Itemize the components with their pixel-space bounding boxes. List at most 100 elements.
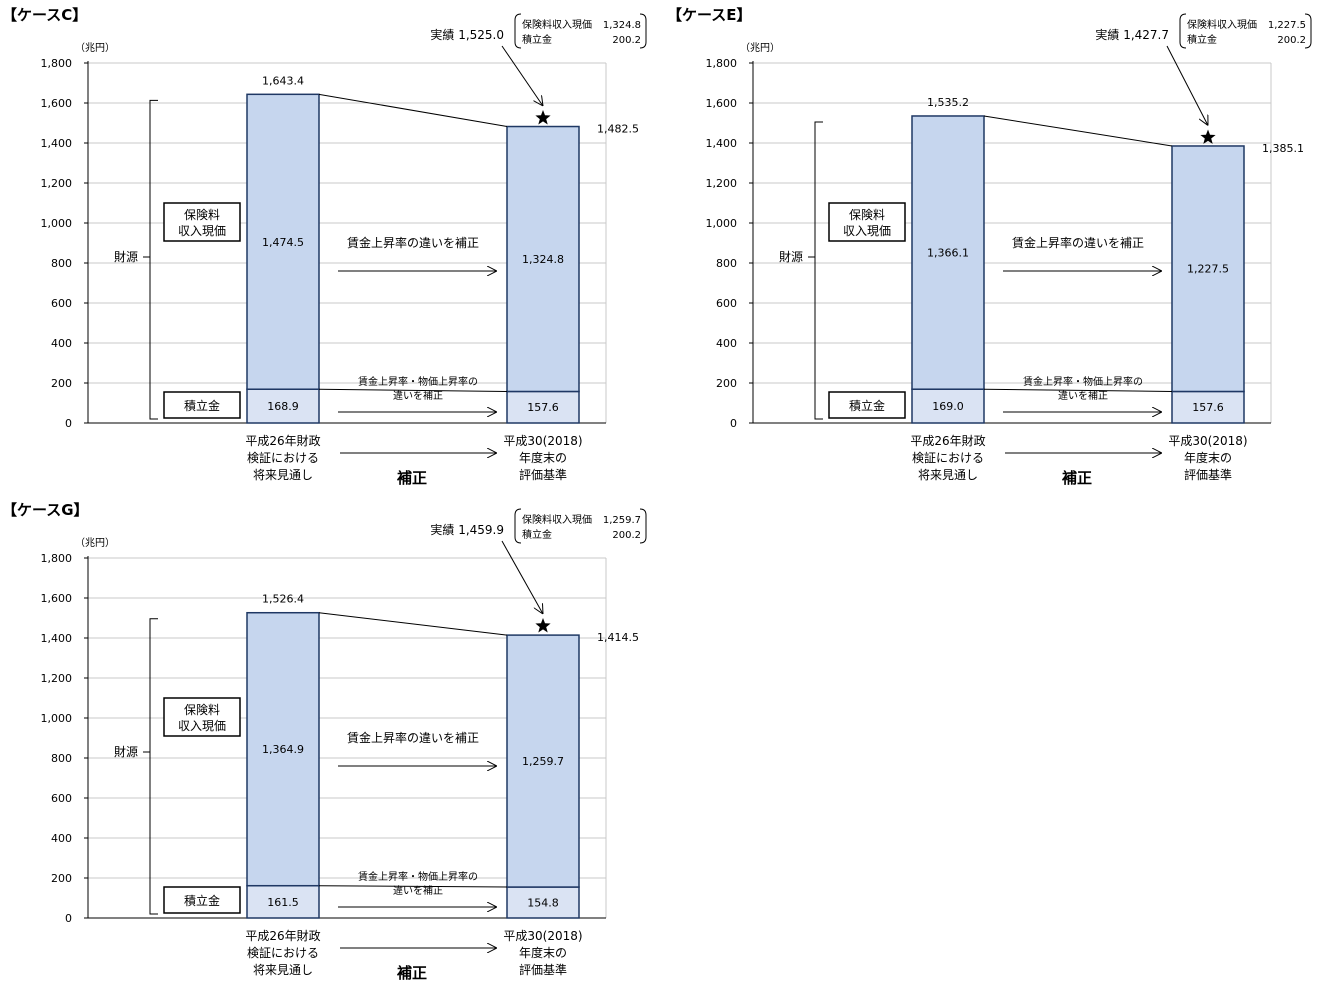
bar-reserve [246,388,320,424]
premium-box-line2: 収入現価 [178,719,226,733]
premium-box-line1: 保険料 [184,703,220,717]
connector-reserve [318,885,508,888]
data-label-premium: 1,259.7 [522,755,564,768]
breakdown-bracket-left [514,13,522,49]
actual-arrow [501,45,543,106]
breakdown-reserve-name: 積立金 [522,528,552,541]
y-tick-label: 1,400 [706,137,738,150]
y-tick-label: 400 [716,337,737,350]
breakdown-bracket-right [639,13,647,49]
y-tick-label: 1,400 [41,632,73,645]
data-label-premium: 1,474.5 [262,236,304,249]
wage-correction-note: 賃金上昇率の違いを補正 [1012,235,1144,250]
reserve-box [163,886,241,914]
y-tick-label: 0 [730,417,737,430]
y-tick-label: 1,600 [41,97,73,110]
data-label-premium: 1,366.1 [927,247,969,260]
y-tick-label: 800 [51,257,72,270]
chart-title: 【ケースC】 [2,6,87,24]
reserve-box [828,391,906,419]
connector-total [318,93,508,127]
premium-box-line2: 収入現価 [843,224,891,238]
data-label-reserve: 168.9 [267,400,299,413]
bar-reserve [911,388,985,424]
breakdown-bracket-right [639,508,647,544]
connector-reserve [318,388,508,392]
connector-total [318,612,508,636]
wage-correction-note: 賃金上昇率の違いを補正 [347,730,479,745]
total-label-1: 1,526.4 [262,593,304,606]
x-category-label: 検証における [912,451,984,465]
price-correction-note-line2: 違いを補正 [1058,389,1108,402]
source-brace [149,99,158,420]
premium-box-line2: 収入現価 [178,224,226,238]
breakdown-bracket-left [1179,13,1187,49]
breakdown-reserve-value: 200.2 [612,35,641,46]
actual-label: 実績 1,525.0 [430,27,504,42]
bar-premium [246,93,320,390]
unit-label: （兆円） [75,537,115,549]
y-tick-label: 1,800 [41,552,73,565]
premium-box-line1: 保険料 [849,208,885,222]
chart-title: 【ケースE】 [667,6,752,24]
chart-case-g: 【ケースG】 （兆円） 0 200 400 600 800 1,000 1,200 1,400 1,… [2,501,647,982]
x-category-label: 年度末の [519,450,567,465]
y-tick-label: 1,800 [41,57,73,70]
data-label-premium: 1,324.8 [522,253,564,266]
x-category-label: 平成30(2018) [503,929,582,943]
y-tick-label: 1,000 [706,217,738,230]
panel-case-c: 【ケースC】 （兆円） 0 200 400 600 800 1,000 1,200 1,400 1,… [0,0,660,495]
total-label-1: 1,643.4 [262,74,304,87]
y-tick-label: 1,800 [706,57,738,70]
x-category-label: 平成26年財政 [245,433,320,448]
data-label-premium: 1,227.5 [1187,263,1229,276]
bar-premium [246,611,320,887]
chart-title: 【ケースG】 [2,501,89,519]
breakdown-reserve-value: 200.2 [612,530,641,541]
bar-premium [506,125,580,393]
connector-total [983,115,1173,147]
breakdown-premium-value: 1,227.5 [1268,20,1306,31]
bar-reserve [1171,390,1245,424]
bar-premium [506,634,580,888]
correction-label: 補正 [396,964,427,982]
total-label-2: 1,385.1 [1262,142,1304,155]
breakdown-premium-value: 1,324.8 [603,20,641,31]
actual-star-icon [535,110,551,125]
y-tick-label: 1,000 [41,217,73,230]
source-label: 財源 [114,744,138,759]
premium-box [828,202,906,242]
x-category-label: 年度末の [1184,450,1232,465]
actual-arrow [501,540,543,614]
wage-correction-note: 賃金上昇率の違いを補正 [347,235,479,250]
total-label-2: 1,414.5 [597,631,639,644]
x-category-label: 平成30(2018) [1168,434,1247,448]
breakdown-bracket-left [514,508,522,544]
reserve-box-label: 積立金 [849,398,885,413]
unit-label: （兆円） [75,42,115,54]
data-label-reserve: 157.6 [527,401,559,414]
price-correction-note-line2: 違いを補正 [393,884,443,897]
x-category-label: 評価基準 [1184,467,1232,482]
y-tick-label: 1,200 [41,177,73,190]
actual-arrow [1166,45,1208,125]
x-category-label: 将来見通し [253,468,313,482]
panel-case-g: 【ケースG】 （兆円） 0 200 400 600 800 1,000 1,200 1,400 1,… [0,495,660,990]
y-tick-label: 600 [51,792,72,805]
y-tick-label: 600 [716,297,737,310]
unit-label: （兆円） [740,42,780,54]
x-category-label: 検証における [247,451,319,465]
y-tick-label: 0 [65,417,72,430]
breakdown-reserve-name: 積立金 [522,33,552,46]
breakdown-premium-name: 保険料収入現価 [522,18,592,31]
price-correction-note-line1: 賃金上昇率・物価上昇率の [358,870,478,883]
bar-premium [911,115,985,390]
breakdown-reserve-value: 200.2 [1277,35,1306,46]
bar-reserve [506,390,580,424]
actual-star-icon [1200,129,1216,144]
breakdown-premium-name: 保険料収入現価 [522,513,592,526]
total-label-1: 1,535.2 [927,96,969,109]
breakdown-premium-name: 保険料収入現価 [1187,18,1257,31]
connector-reserve [983,388,1173,392]
source-label: 財源 [779,249,803,264]
